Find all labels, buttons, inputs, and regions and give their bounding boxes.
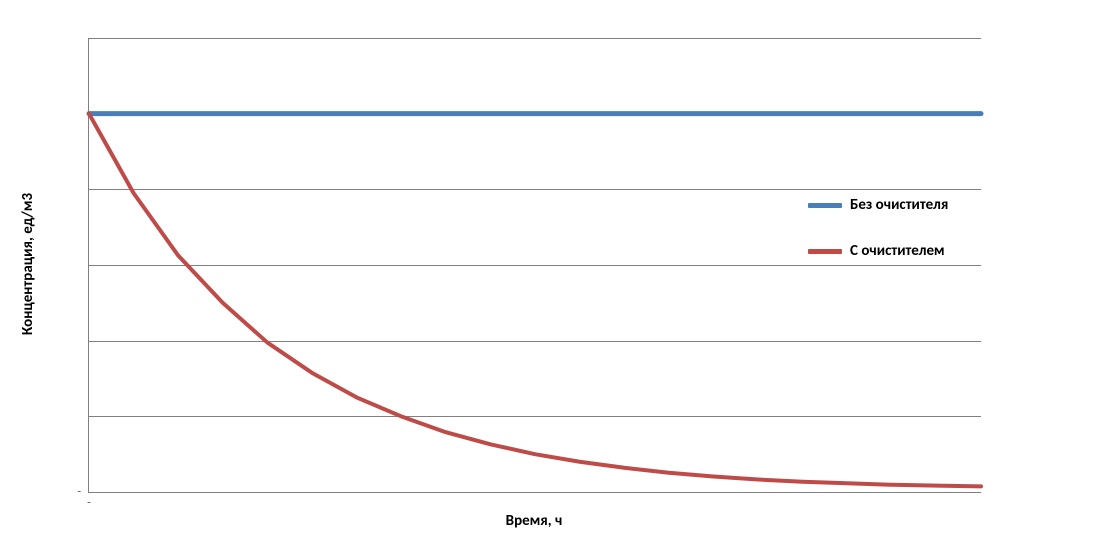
legend-label-0: Без очистителя bbox=[850, 196, 948, 214]
x-axis-label: Время, ч bbox=[484, 512, 584, 530]
x-tick-label: - bbox=[87, 496, 91, 510]
y-tick-label: - bbox=[77, 485, 81, 499]
legend-swatch-0 bbox=[808, 203, 842, 208]
y-axis-label: Концентрация, ед/м3 bbox=[19, 164, 37, 364]
legend-item-0: Без очистителя bbox=[808, 196, 948, 214]
legend-label-1: С очистителем bbox=[850, 242, 945, 260]
legend-swatch-1 bbox=[808, 249, 842, 254]
chart-container: -- Концентрация, ед/м3 Время, ч Без очис… bbox=[0, 0, 1109, 550]
legend-item-1: С очистителем bbox=[808, 242, 948, 260]
series-line-1 bbox=[89, 114, 981, 487]
legend: Без очистителя С очистителем bbox=[808, 196, 948, 288]
